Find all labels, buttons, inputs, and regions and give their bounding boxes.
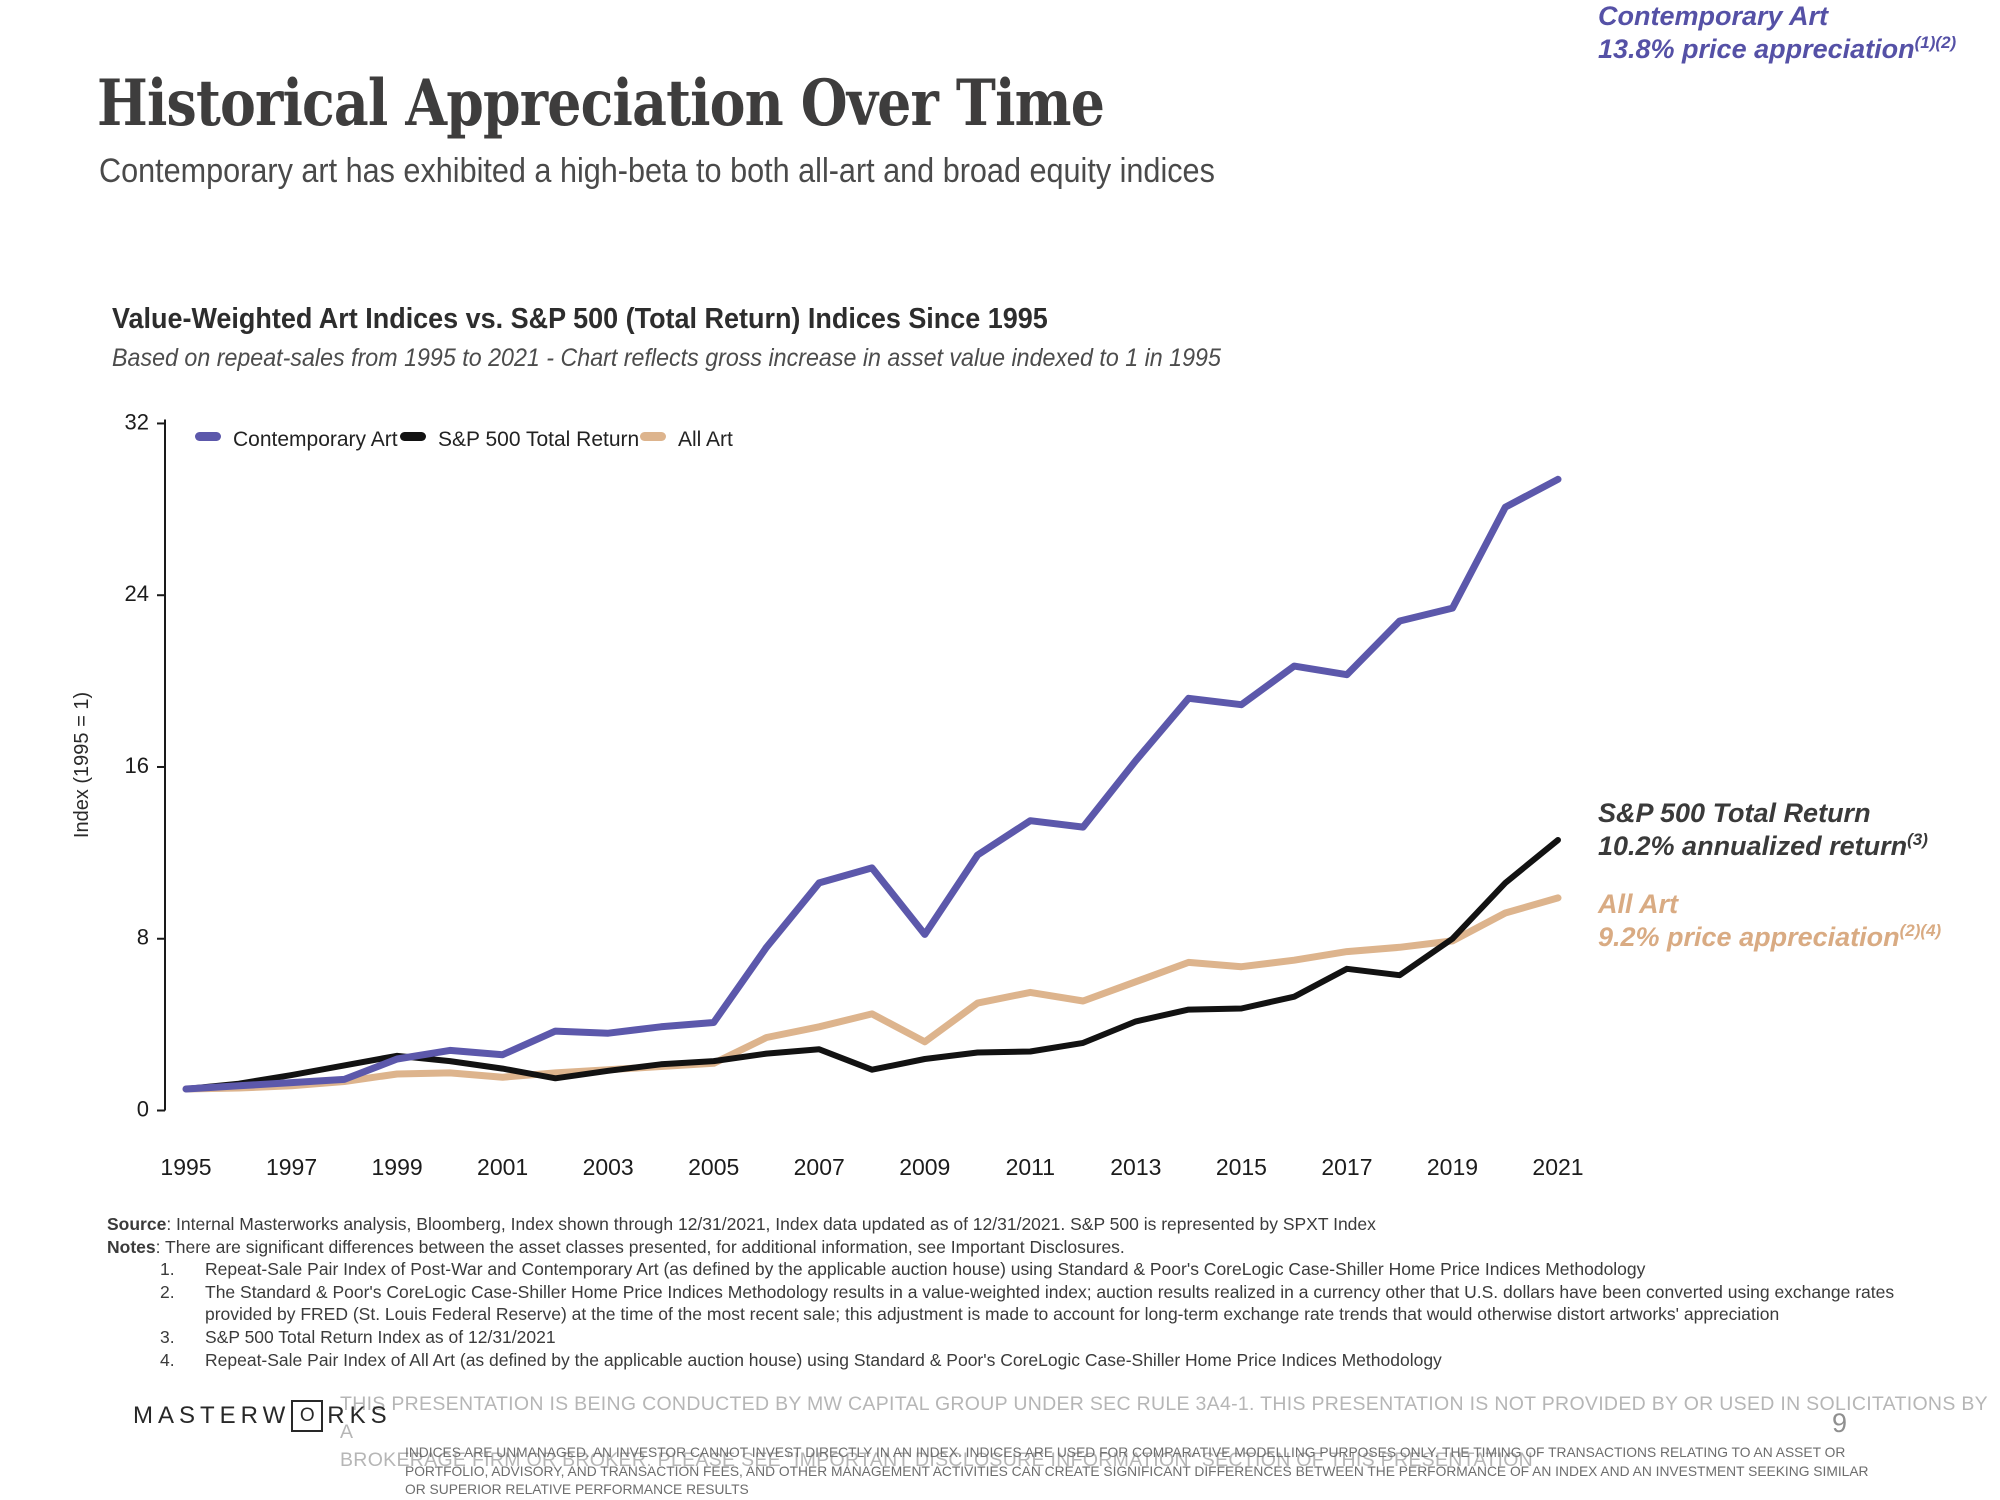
footnote-item: 2. The Standard & Poor's CoreLogic Case-S…: [160, 1281, 1894, 1326]
footnote-number: 4.: [160, 1349, 175, 1370]
footnote-marker: (3): [1907, 830, 1928, 849]
primary-disclaimer-line: THIS PRESENTATION IS BEING CONDUCTED BY …: [340, 1393, 1988, 1443]
footnote-text-line: Repeat-Sale Pair Index of All Art (as de…: [205, 1349, 1442, 1370]
x-tick-label: 2011: [1006, 1154, 1055, 1180]
footnote-item: 1. Repeat-Sale Pair Index of Post-War and…: [160, 1258, 1894, 1281]
x-tick-label: 2017: [1321, 1154, 1372, 1180]
legend-swatch-1: [400, 432, 426, 441]
footnote-text-line: The Standard & Poor's CoreLogic Case-Shi…: [205, 1281, 1895, 1302]
legend-swatch-0: [195, 432, 221, 441]
x-tick-label: 2021: [1532, 1154, 1583, 1180]
x-tick-label: 1999: [371, 1154, 422, 1180]
y-tick-label: 32: [125, 409, 149, 434]
x-tick-label: 2001: [477, 1154, 528, 1180]
legend-label: Contemporary Art: [233, 428, 398, 451]
annotation-sp500: S&P 500 Total Return 10.2% annualized re…: [1598, 797, 1928, 863]
footnote-text-line: provided by FRED (St. Louis Federal Rese…: [205, 1304, 1780, 1325]
logo-boxed-o-icon: O: [291, 1400, 324, 1432]
y-tick-label: 16: [125, 753, 149, 778]
secondary-disclaimer-line: INDICES ARE UNMANAGED. AN INVESTOR CANNO…: [405, 1445, 1846, 1460]
x-tick-label: 2005: [688, 1154, 739, 1180]
logo-text-suffix: RKS: [327, 1402, 392, 1429]
x-tick-label: 2007: [794, 1154, 845, 1180]
y-axis-title: Index (1995 = 1): [71, 692, 93, 838]
footnote-item: 3. S&P 500 Total Return Index as of 12/31…: [160, 1326, 1894, 1349]
primary-disclaimer: THIS PRESENTATION IS BEING CONDUCTED BY …: [340, 1390, 2000, 1474]
footnote-number: 2.: [160, 1281, 175, 1302]
legend-label: S&P 500 Total Return: [438, 428, 639, 451]
primary-disclaimer-line: BROKERAGE FIRM OR BROKER. PLEASE SEE "IM…: [340, 1449, 1534, 1471]
x-tick-label: 2019: [1427, 1154, 1478, 1180]
logo-text-prefix: MASTERW: [133, 1402, 291, 1429]
secondary-disclaimer-line: OR SUPERIOR RELATIVE PERFORMANCE RESULTS: [405, 1482, 749, 1497]
annotation-detail: 10.2% annualized return(3): [1598, 830, 1928, 861]
page-number: 9: [1832, 1408, 1848, 1438]
annotation-title: Contemporary Art: [1598, 1, 1829, 31]
page-title: Historical Appreciation Over Time: [97, 66, 1105, 141]
source-notes-block: Source: Internal Masterworks analysis, B…: [107, 1213, 1894, 1371]
series-line-s-p-500-total-return: [183, 837, 1561, 1092]
page-subtitle: Contemporary art has exhibited a high-be…: [99, 152, 1215, 190]
x-tick-label: 1997: [266, 1154, 317, 1180]
footnote-text: The Standard & Poor's CoreLogic Case-Shi…: [205, 1281, 1894, 1326]
annotation-all-art: All Art 9.2% price appreciation(2)(4): [1598, 888, 1941, 954]
secondary-disclaimer-line: PORTFOLIO, ADVISORY, AND TRANSACTION FEE…: [405, 1463, 1869, 1479]
footnote-text: Repeat-Sale Pair Index of All Art (as de…: [205, 1349, 1442, 1372]
footnote-text: S&P 500 Total Return Index as of 12/31/2…: [205, 1326, 556, 1349]
secondary-disclaimer: INDICES ARE UNMANAGED. AN INVESTOR CANNO…: [405, 1444, 1869, 1500]
annotation-contemporary-art: Contemporary Art 13.8% price appreciatio…: [1598, 0, 1956, 66]
footnote-text: Repeat-Sale Pair Index of Post-War and C…: [205, 1258, 1645, 1281]
legend-swatch-2: [640, 432, 666, 441]
annotation-detail: 9.2% price appreciation(2)(4): [1598, 921, 1942, 952]
masterworks-logo: MASTERW O RKS: [133, 1400, 392, 1432]
legend-item: S&P 500 Total Return: [400, 428, 639, 451]
chart-title: Value-Weighted Art Indices vs. S&P 500 (…: [112, 303, 1048, 335]
footnote-marker: (1)(2): [1914, 33, 1957, 52]
annotation-title: All Art: [1598, 889, 1678, 919]
legend-label: All Art: [678, 428, 733, 451]
x-tick-label: 1995: [160, 1154, 211, 1180]
numbered-notes: 1. Repeat-Sale Pair Index of Post-War and…: [107, 1258, 1894, 1371]
x-tick-label: 2013: [1110, 1154, 1161, 1180]
footnote-text-line: S&P 500 Total Return Index as of 12/31/2…: [205, 1326, 556, 1347]
y-tick-label: 24: [125, 581, 149, 606]
footnote-number: 3.: [160, 1326, 175, 1347]
x-tick-label: 2009: [899, 1154, 950, 1180]
annotation-title: S&P 500 Total Return: [1598, 798, 1871, 828]
footnote-marker: (2)(4): [1899, 921, 1942, 940]
x-tick-label: 2003: [583, 1154, 634, 1180]
annotation-detail: 13.8% price appreciation(1)(2): [1598, 33, 1957, 64]
legend-item: Contemporary Art: [195, 428, 398, 451]
footnote-item: 4. Repeat-Sale Pair Index of All Art (as …: [160, 1349, 1894, 1372]
series-line-contemporary-art: [182, 475, 1562, 1093]
footnote-text-line: Repeat-Sale Pair Index of Post-War and C…: [205, 1259, 1646, 1280]
y-tick-label: 8: [137, 925, 149, 950]
legend-item: All Art: [640, 428, 733, 451]
footnote-number: 1.: [160, 1259, 175, 1280]
x-tick-label: 2015: [1216, 1154, 1267, 1180]
notes-line: Notes: There are significant differences…: [107, 1236, 1125, 1257]
series-line-all-art: [182, 894, 1562, 1093]
chart-subtitle: Based on repeat-sales from 1995 to 2021 …: [112, 344, 1221, 372]
source-line: Source: Internal Masterworks analysis, B…: [107, 1214, 1376, 1234]
y-tick-label: 0: [137, 1096, 149, 1121]
appreciation-line-chart: 0 8 16 24 32 1995 1997 1999 2001 2003 2005 2007 2009…: [71, 409, 1584, 1180]
